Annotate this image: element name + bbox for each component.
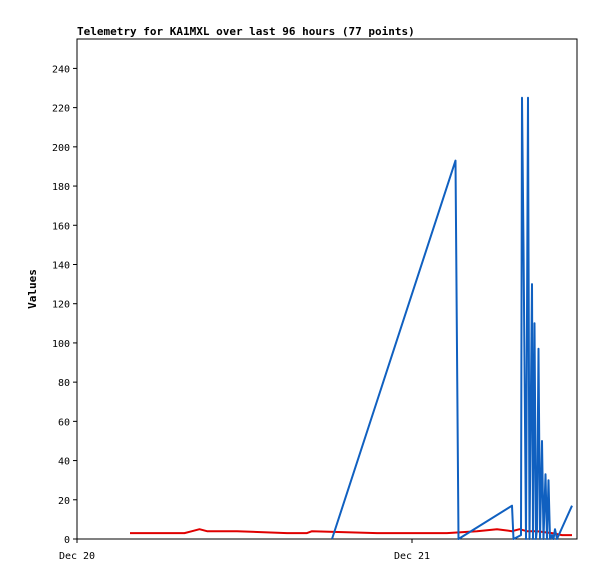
- series-lines: [130, 96, 573, 540]
- y-tick-label: 220: [52, 104, 70, 115]
- plot-area-frame: [76, 38, 578, 540]
- axes: 0 20 40 60 80 100 120 140 160 180 200 220 240 Dec 20 D…: [52, 64, 430, 562]
- y-tick-label: 160: [52, 221, 70, 232]
- y-tick-label: 40: [58, 457, 70, 468]
- y-tick-label: 20: [58, 496, 70, 507]
- x-tick-label: Dec 20: [59, 551, 95, 562]
- series-line-2: [331, 96, 573, 540]
- y-tick-label: 80: [58, 378, 70, 389]
- y-tick-label: 180: [52, 182, 70, 193]
- y-tick-label: 0: [64, 535, 70, 546]
- y-axis-label: Values: [26, 269, 39, 309]
- y-tick-label: 60: [58, 417, 70, 428]
- y-tick-label: 140: [52, 260, 70, 271]
- y-tick-label: 100: [52, 339, 70, 350]
- y-tick-label: 240: [52, 64, 70, 75]
- x-tick-label: Dec 21: [394, 551, 430, 562]
- y-tick-label: 200: [52, 143, 70, 154]
- y-tick-label: 120: [52, 300, 70, 311]
- chart-title: Telemetry for KA1MXL over last 96 hours …: [77, 25, 415, 38]
